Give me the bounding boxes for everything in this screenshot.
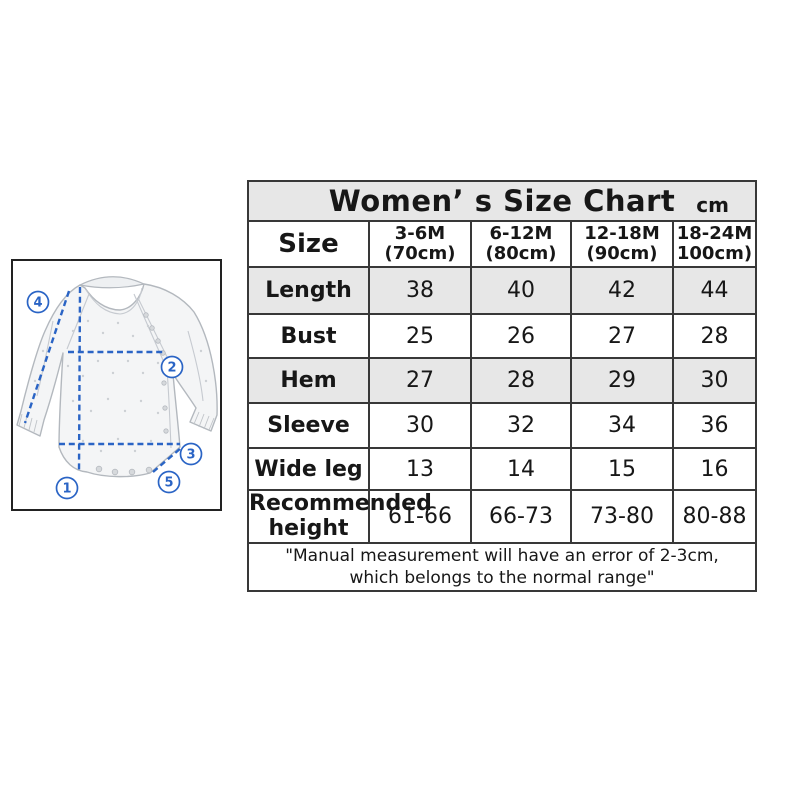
cell-value: 34	[570, 402, 674, 449]
table-footer-row: "Manual measurement will have an error o…	[247, 541, 757, 592]
measurement-line-length	[77, 286, 82, 473]
column-header-6-12m: 6-12M (80cm)	[470, 220, 572, 268]
table-row-length: Length 38 40 42 44	[247, 266, 757, 315]
row-label: Length	[247, 266, 370, 315]
cell-value: 16	[672, 447, 757, 491]
table-header-row: Size 3-6M (70cm) 6-12M (80cm) 12-18M (90…	[247, 220, 757, 268]
cell-value: 25	[368, 313, 472, 359]
table-row-wide-leg: Wide leg 13 14 15 16	[247, 447, 757, 491]
cell-value: 38	[368, 266, 472, 315]
cell-value: 28	[672, 313, 757, 359]
measurement-markers: 4 2 3 1 5	[26, 290, 203, 500]
knit-texture-dots	[33, 319, 208, 453]
cell-value: 66-73	[470, 489, 572, 544]
svg-text:3: 3	[186, 448, 195, 463]
cell-value: 30	[368, 402, 472, 449]
table-title-row: Women’ s Size Chart cm	[247, 180, 757, 222]
unit-label: cm	[696, 193, 729, 217]
svg-text:4: 4	[33, 296, 42, 311]
marker-1-length: 1	[55, 476, 79, 500]
cell-value: 42	[570, 266, 674, 315]
cell-value: 73-80	[570, 489, 674, 544]
cell-value: 61-66	[368, 489, 472, 544]
cell-value: 13	[368, 447, 472, 491]
column-header-12-18m: 12-18M (90cm)	[570, 220, 674, 268]
cell-value: 32	[470, 402, 572, 449]
cell-value: 15	[570, 447, 674, 491]
cell-value: 29	[570, 357, 674, 404]
cell-value: 27	[368, 357, 472, 404]
cell-value: 80-88	[672, 489, 757, 544]
measurement-diagram-box: 4 2 3 1 5	[11, 259, 222, 511]
size-header: Size	[247, 220, 370, 268]
cell-value: 30	[672, 357, 757, 404]
marker-3-hem: 3	[179, 442, 203, 466]
table-row-bust: Bust 25 26 27 28	[247, 313, 757, 359]
knit-romper-sketch: 4 2 3 1 5	[16, 276, 218, 500]
measurement-line-wideleg	[152, 447, 182, 473]
marker-2-bust: 2	[160, 355, 184, 379]
button-snaps	[95, 312, 169, 476]
chart-title: Women’ s Size Chart	[328, 184, 676, 218]
table-row-sleeve: Sleeve 30 32 34 36	[247, 402, 757, 449]
row-label: Wide leg	[247, 447, 370, 491]
measurement-line-sleeve	[23, 290, 71, 424]
column-header-3-6m: 3-6M (70cm)	[368, 220, 472, 268]
svg-text:1: 1	[62, 482, 71, 497]
row-label: Hem	[247, 357, 370, 404]
column-header-18-24m: 18-24M 100cm)	[672, 220, 757, 268]
table-row-hem: Hem 27 28 29 30	[247, 357, 757, 404]
cell-value: 27	[570, 313, 674, 359]
romper-back-collar	[78, 276, 146, 289]
size-chart-table: Women’ s Size Chart cm Size 3-6M (70cm) …	[247, 180, 757, 592]
table-row-recommended-height: Recommended height 61-66 66-73 73-80 80-…	[247, 489, 757, 544]
cell-value: 36	[672, 402, 757, 449]
cell-value: 44	[672, 266, 757, 315]
row-label: Recommended height	[247, 489, 432, 544]
measurement-lines	[23, 286, 182, 473]
cell-value: 40	[470, 266, 572, 315]
svg-text:2: 2	[167, 361, 176, 376]
cell-value: 26	[470, 313, 572, 359]
cell-value: 28	[470, 357, 572, 404]
row-label: Bust	[247, 313, 370, 359]
marker-5-wideleg: 5	[157, 470, 181, 494]
table-title-cell: Women’ s Size Chart cm	[247, 180, 757, 222]
measurement-note: "Manual measurement will have an error o…	[247, 541, 757, 592]
cell-value: 14	[470, 447, 572, 491]
row-label: Sleeve	[247, 402, 370, 449]
svg-text:5: 5	[164, 476, 173, 491]
marker-4-sleeve: 4	[26, 290, 50, 314]
